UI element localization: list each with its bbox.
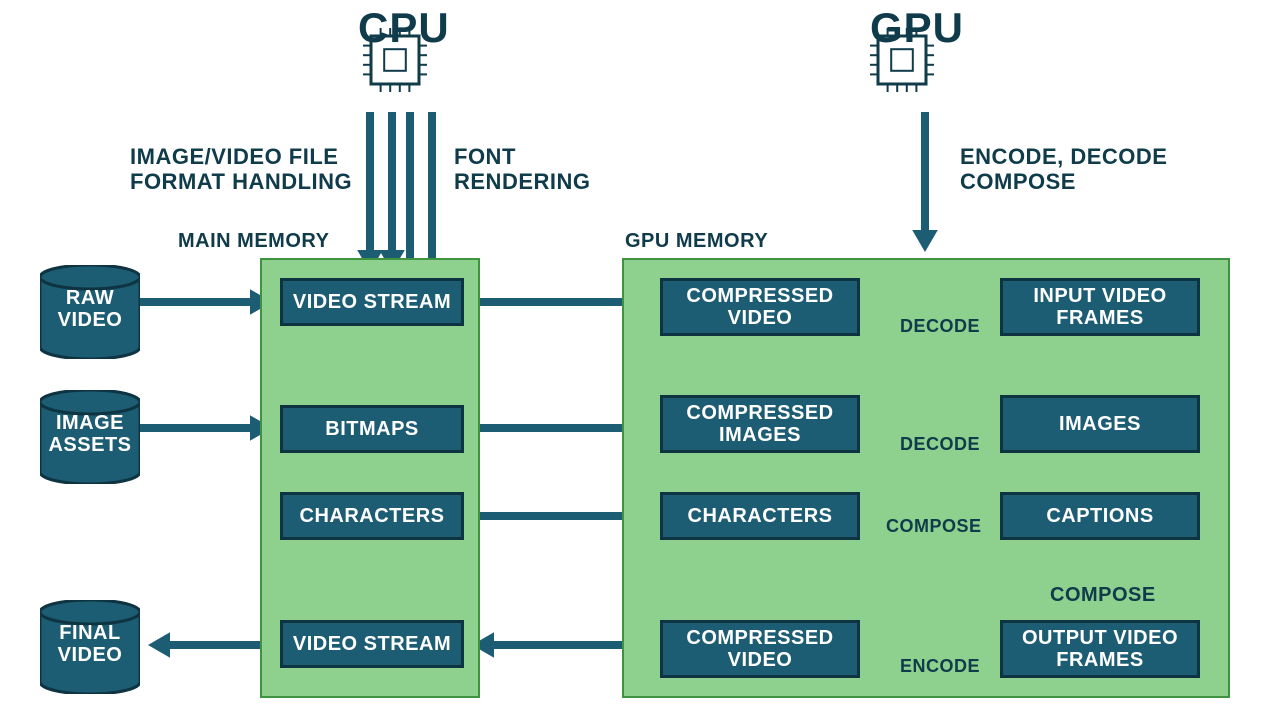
cylinder-image_assets: ImageAssets — [40, 390, 140, 484]
edge-label-2: Compose — [886, 516, 982, 537]
edge-label-3: Compose — [1050, 584, 1156, 607]
node-characters_main: Characters — [280, 492, 464, 540]
gpu-title: GPU — [870, 4, 964, 52]
node-compressed_video_out: Compressedvideo — [660, 620, 860, 678]
gpu-memory-label: GPU memory — [625, 230, 768, 253]
node-images: Images — [1000, 395, 1200, 453]
encode-decode-label: Encode, Decode Compose — [960, 144, 1167, 195]
cylinder-label-final_video: Finalvideo — [40, 622, 140, 666]
node-captions: Captions — [1000, 492, 1200, 540]
edge-label-1: Decode — [900, 434, 980, 455]
node-video_stream_top: Video stream — [280, 278, 464, 326]
node-compressed_video_in: Compressedvideo — [660, 278, 860, 336]
node-characters_gpu: Characters — [660, 492, 860, 540]
node-video_stream_bot: Video stream — [280, 620, 464, 668]
main-memory-label: Main memory — [178, 230, 329, 253]
cylinder-final_video: Finalvideo — [40, 600, 140, 694]
node-compressed_images: CompressedImages — [660, 395, 860, 453]
cylinder-label-image_assets: ImageAssets — [40, 412, 140, 456]
cylinder-label-raw_video: RawVideo — [40, 287, 140, 331]
node-output_video_frames: Output videoframes — [1000, 620, 1200, 678]
cylinder-raw_video: RawVideo — [40, 265, 140, 359]
image-handling-label: Image/video file format handling — [130, 144, 352, 195]
node-input_video_frames: Input videoframes — [1000, 278, 1200, 336]
font-rendering-label: Font rendering — [454, 144, 591, 195]
edge-label-0: Decode — [900, 316, 980, 337]
node-bitmaps: Bitmaps — [280, 405, 464, 453]
cpu-title: CPU — [358, 4, 450, 52]
edge-label-4: Encode — [900, 656, 980, 677]
